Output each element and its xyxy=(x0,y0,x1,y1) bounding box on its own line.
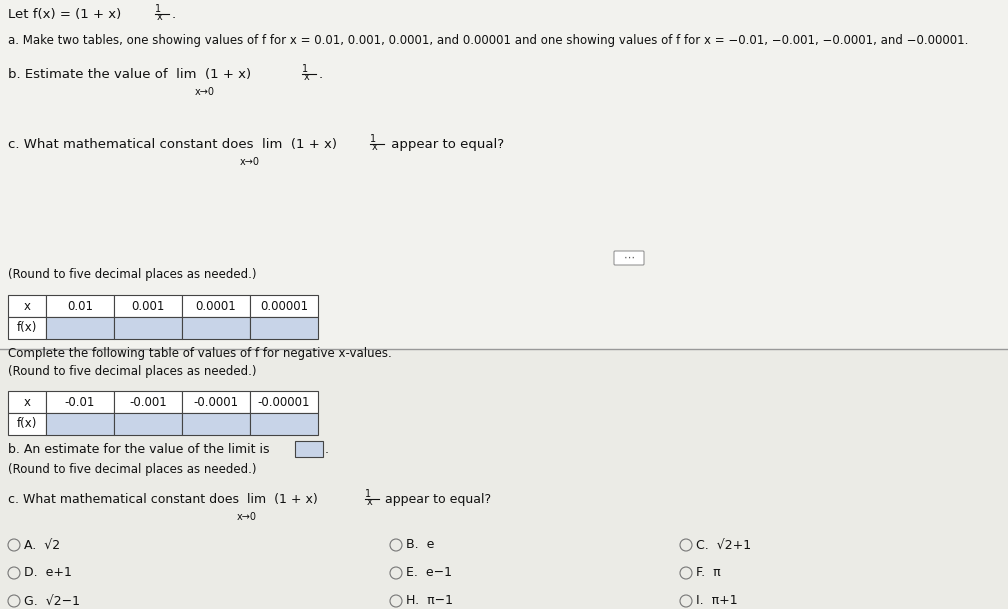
Text: b. Estimate the value of  lim  (1 + x): b. Estimate the value of lim (1 + x) xyxy=(8,68,251,81)
Bar xyxy=(0,0,1008,349)
Text: I.  π+1: I. π+1 xyxy=(696,594,738,608)
Text: x→0: x→0 xyxy=(195,87,215,97)
Text: 0.0001: 0.0001 xyxy=(196,300,236,312)
Text: G.  √2−1: G. √2−1 xyxy=(24,594,80,608)
Bar xyxy=(0,349,1008,609)
Bar xyxy=(46,295,114,317)
FancyBboxPatch shape xyxy=(614,251,644,265)
Text: c. What mathematical constant does  lim  (1 + x): c. What mathematical constant does lim (… xyxy=(8,493,318,506)
Text: A.  √2: A. √2 xyxy=(24,538,60,552)
Text: 1: 1 xyxy=(370,134,376,144)
Text: C.  √2+1: C. √2+1 xyxy=(696,538,751,552)
Text: -0.00001: -0.00001 xyxy=(258,395,310,409)
Text: appear to equal?: appear to equal? xyxy=(387,138,504,151)
Text: .: . xyxy=(319,68,324,81)
Text: x: x xyxy=(23,395,30,409)
Text: b. An estimate for the value of the limit is: b. An estimate for the value of the limi… xyxy=(8,443,269,456)
Bar xyxy=(250,413,318,435)
Text: (Round to five decimal places as needed.): (Round to five decimal places as needed.… xyxy=(8,365,256,378)
Text: 1: 1 xyxy=(155,4,161,14)
Text: -0.001: -0.001 xyxy=(129,395,167,409)
Bar xyxy=(182,391,250,413)
Bar xyxy=(114,295,182,317)
Text: (Round to five decimal places as needed.): (Round to five decimal places as needed.… xyxy=(8,268,256,281)
Text: H.  π−1: H. π−1 xyxy=(406,594,453,608)
Text: F.  π: F. π xyxy=(696,566,721,580)
Bar xyxy=(46,413,114,435)
Bar xyxy=(182,295,250,317)
Text: x→0: x→0 xyxy=(240,157,260,167)
Bar xyxy=(114,391,182,413)
Bar xyxy=(295,441,323,457)
Bar xyxy=(182,413,250,435)
Text: D.  e+1: D. e+1 xyxy=(24,566,72,580)
Text: x: x xyxy=(304,72,309,82)
Text: x: x xyxy=(367,497,373,507)
Bar xyxy=(8,391,46,413)
Text: ⋯: ⋯ xyxy=(623,253,635,263)
Bar xyxy=(8,413,46,435)
Text: (Round to five decimal places as needed.): (Round to five decimal places as needed.… xyxy=(8,463,256,476)
Text: x→0: x→0 xyxy=(237,512,257,522)
Bar xyxy=(250,317,318,339)
Bar xyxy=(114,317,182,339)
Text: appear to equal?: appear to equal? xyxy=(381,493,491,506)
Bar xyxy=(46,317,114,339)
Bar xyxy=(8,317,46,339)
Text: 0.01: 0.01 xyxy=(67,300,93,312)
Text: 1: 1 xyxy=(302,64,308,74)
Text: f(x): f(x) xyxy=(17,322,37,334)
Bar xyxy=(182,317,250,339)
Text: a. Make two tables, one showing values of f for x = 0.01, 0.001, 0.0001, and 0.0: a. Make two tables, one showing values o… xyxy=(8,34,969,47)
Text: x: x xyxy=(372,142,378,152)
Bar xyxy=(114,413,182,435)
Text: Complete the following table of values of f for negative x-values.: Complete the following table of values o… xyxy=(8,347,392,360)
Text: f(x): f(x) xyxy=(17,418,37,431)
Text: Let f(x) = (1 + x): Let f(x) = (1 + x) xyxy=(8,8,121,21)
Text: 0.00001: 0.00001 xyxy=(260,300,308,312)
Bar xyxy=(8,295,46,317)
Text: x: x xyxy=(23,300,30,312)
Text: -0.0001: -0.0001 xyxy=(194,395,239,409)
Text: .: . xyxy=(172,8,176,21)
Text: .: . xyxy=(325,443,329,456)
Bar xyxy=(250,391,318,413)
Bar xyxy=(250,295,318,317)
Bar xyxy=(46,391,114,413)
Text: 1: 1 xyxy=(365,489,371,499)
Text: c. What mathematical constant does  lim  (1 + x): c. What mathematical constant does lim (… xyxy=(8,138,337,151)
Text: 0.001: 0.001 xyxy=(131,300,164,312)
Text: E.  e−1: E. e−1 xyxy=(406,566,452,580)
Text: -0.01: -0.01 xyxy=(65,395,95,409)
Text: B.  e: B. e xyxy=(406,538,434,552)
Text: x: x xyxy=(157,12,162,22)
